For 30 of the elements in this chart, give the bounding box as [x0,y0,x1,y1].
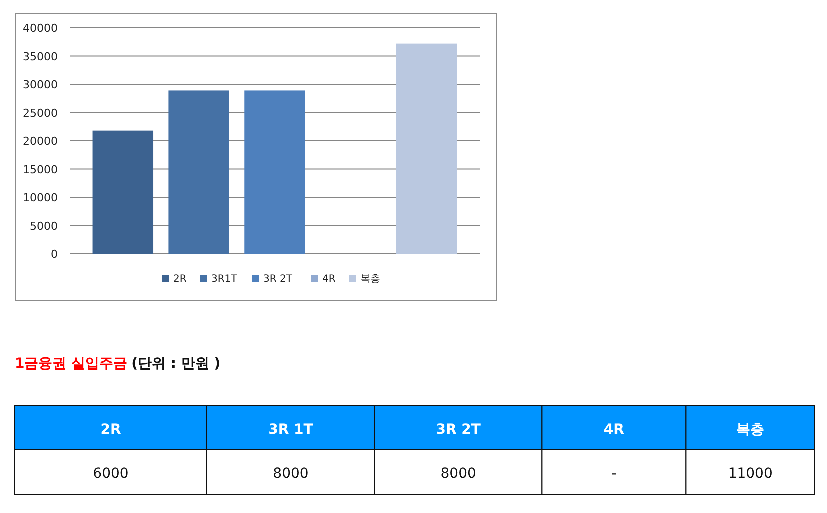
bar [396,44,458,254]
category-label: 2R [100,422,122,438]
text: - [612,466,617,482]
y-tick-label: 30000 [23,78,58,92]
text: 11000 [728,466,773,482]
bar [92,130,154,254]
legend-label: 3R1T [212,274,238,285]
category-label: 복층 [736,422,765,438]
y-tick-label: 40000 [23,22,58,35]
text: 8000 [440,466,476,482]
legend-label: 복층 [360,274,380,285]
legend-label: 3R 2T [264,274,294,285]
y-tick-label: 25000 [23,106,58,120]
y-tick-label: 20000 [23,135,58,148]
text: (단위 : 만원 ) [132,356,221,372]
legend-label: 2R [174,274,187,285]
bar [168,90,230,254]
y-tick-label: 0 [51,248,58,261]
y-tick-label: 15000 [23,163,58,176]
y-tick-label: 10000 [23,192,58,204]
category-label: 4R [604,422,625,438]
y-tick-label: 35000 [23,50,58,64]
category-label: 3R 1T [268,422,314,438]
bar [244,90,306,254]
text: 8000 [273,466,309,482]
text: 1금융권 실입주금 [15,356,128,372]
category-label: 3R 2T [436,422,482,438]
legend-label: 4R [322,274,336,285]
text: 6000 [93,466,129,482]
y-tick-label: 5000 [30,220,58,233]
